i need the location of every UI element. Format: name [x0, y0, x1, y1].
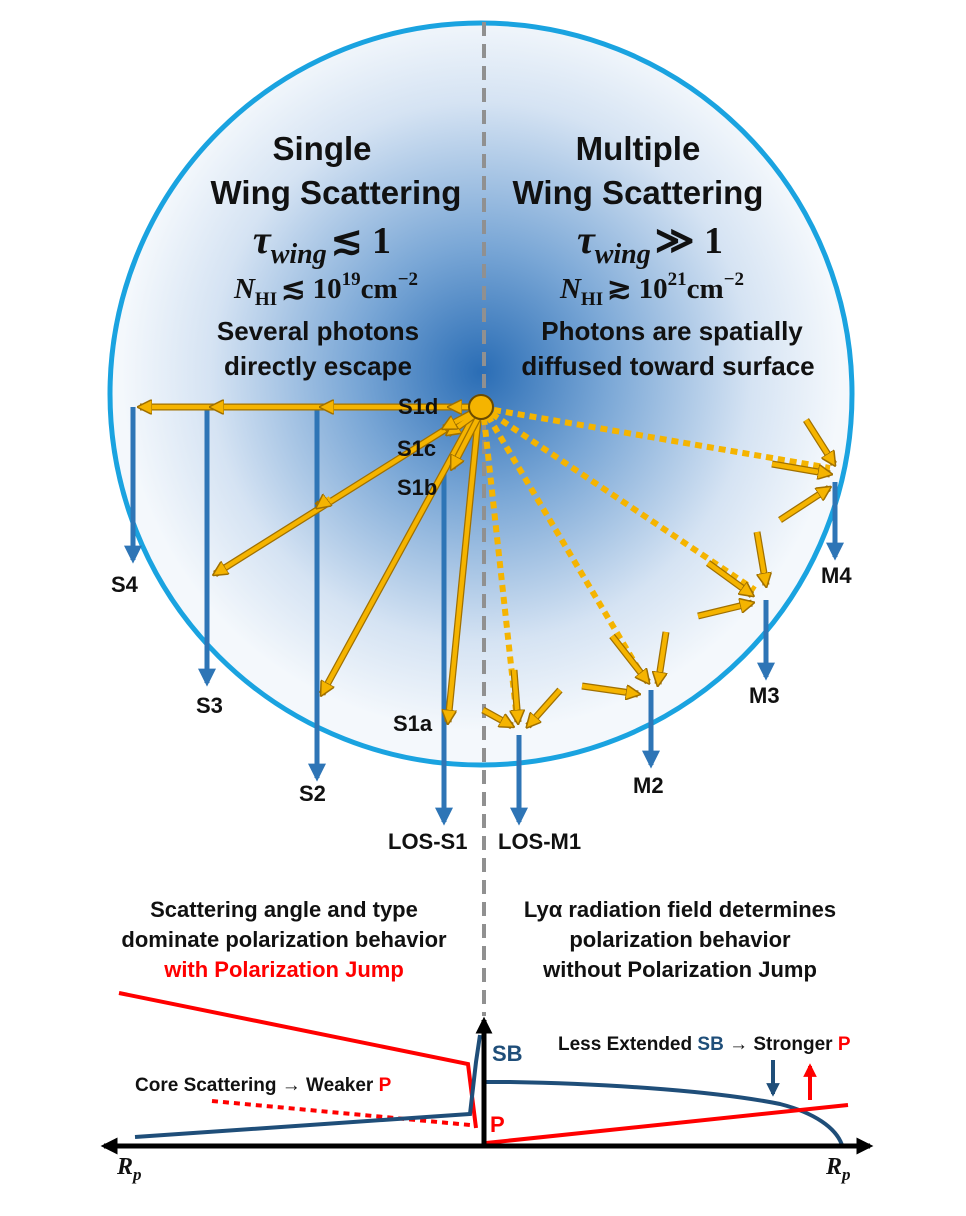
- photon-labels: S1d S1c S1b S1a S2 S3 S4 LOS-S1 LOS-M1 M…: [111, 394, 852, 854]
- right-title-line1: Multiple: [576, 130, 701, 167]
- photon-path-s3: [215, 412, 472, 574]
- dotted-path-m3: [490, 411, 757, 593]
- photon-path-s2: [322, 416, 475, 694]
- left-title-line2: Wing Scattering: [211, 174, 462, 211]
- label-s1d: S1d: [398, 394, 438, 419]
- label-s1c: S1c: [397, 436, 436, 461]
- surface-converging-arrows: [481, 418, 837, 726]
- photon-arrowhead-s3-mid: [318, 498, 330, 507]
- right-desc-line1: Photons are spatially: [541, 316, 803, 346]
- photon-path-s1a: [448, 419, 481, 722]
- sb-axis-label: SB: [492, 1041, 523, 1066]
- p-axis-label: P: [490, 1112, 505, 1137]
- right-caption-line3: without Polarization Jump: [542, 957, 817, 982]
- left-desc-line1: Several photons: [217, 316, 419, 346]
- label-s2: S2: [299, 781, 326, 806]
- dotted-path-m2: [485, 414, 648, 682]
- bottom-left-caption: Scattering angle and type dominate polar…: [121, 897, 447, 982]
- right-panel-header: Multiple Wing Scattering τwing ≫ 1 NHI ≳ 1…: [513, 130, 815, 381]
- bottom-right-caption: Lyα radiation field determines polarizat…: [524, 897, 836, 982]
- core-scattering-note: Core Scattering → Weaker P: [135, 1075, 392, 1096]
- label-los-s1: LOS-S1: [388, 829, 467, 854]
- label-s1b: S1b: [397, 475, 437, 500]
- dotted-path-m4: [493, 407, 831, 471]
- dotted-path-m1: [481, 417, 520, 721]
- single-scattering-paths: [140, 407, 482, 722]
- rp-label-left: Rp: [116, 1154, 142, 1184]
- label-m2: M2: [633, 773, 664, 798]
- rp-label-right: Rp: [825, 1154, 851, 1184]
- label-los-m1: LOS-M1: [498, 829, 581, 854]
- label-m4: M4: [821, 563, 852, 588]
- profile-plot: Core Scattering → Weaker P Less Extended…: [100, 991, 874, 1184]
- label-s4: S4: [111, 572, 139, 597]
- left-caption-line3: with Polarization Jump: [163, 957, 404, 982]
- left-tau-condition: τwing ≲ 1: [253, 217, 391, 270]
- less-extended-note: Less Extended SB → Stronger P: [558, 1034, 851, 1055]
- right-caption-line1: Lyα radiation field determines: [524, 897, 836, 922]
- photon-path-s1d: [444, 410, 476, 428]
- left-panel-header: Single Wing Scattering τwing ≲ 1 NHI ≲ 101…: [211, 130, 462, 381]
- label-m3: M3: [749, 683, 780, 708]
- multiple-scattering-paths: [481, 407, 831, 721]
- right-nhi-condition: NHI ≳ 1021cm−2: [559, 269, 744, 310]
- photon-source: [468, 394, 494, 420]
- sb-curve-right: [486, 1080, 844, 1146]
- left-caption-line2: dominate polarization behavior: [121, 927, 447, 952]
- right-desc-line2: diffused toward surface: [521, 351, 814, 381]
- polarization-curve-left: [118, 991, 478, 1129]
- photon-path-s1b: [452, 416, 480, 468]
- left-desc-line2: directly escape: [224, 351, 412, 381]
- label-s1a: S1a: [393, 711, 433, 736]
- left-escape-arrows: [124, 407, 453, 826]
- label-s3: S3: [196, 693, 223, 718]
- right-escape-arrows: [510, 482, 844, 826]
- photon-path-s1c: [448, 412, 478, 434]
- right-tau-condition: τwing ≫ 1: [577, 217, 723, 270]
- sb-curve-left: [134, 1034, 482, 1139]
- left-title-line1: Single: [272, 130, 371, 167]
- left-caption-line1: Scattering angle and type: [150, 897, 418, 922]
- right-title-line2: Wing Scattering: [513, 174, 764, 211]
- right-caption-line2: polarization behavior: [569, 927, 791, 952]
- polarization-curve-right: [485, 1103, 849, 1145]
- left-nhi-condition: NHI ≲ 1019cm−2: [233, 269, 418, 310]
